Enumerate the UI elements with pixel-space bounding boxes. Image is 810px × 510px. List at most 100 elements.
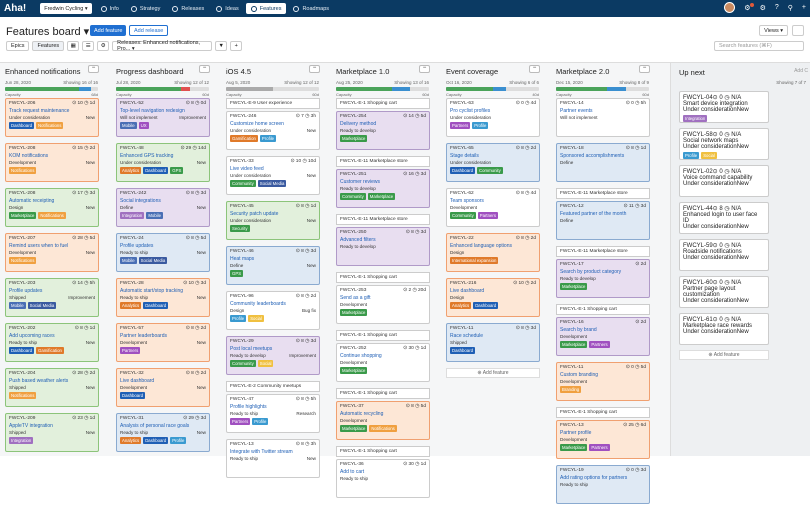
feature-card[interactable]: FWCYL-246 ⊙ 7 ◷ 3h Customize home screen Un… — [226, 111, 320, 150]
epic-group-header[interactable]: FWCYL-E-1 Shopping cart — [336, 272, 430, 283]
card-id[interactable]: FWCYL-29 — [230, 339, 254, 344]
add-feature-button[interactable]: Add feature — [90, 25, 127, 36]
feature-card[interactable]: FWCYL-208 ⊙ 15 ◷ 2d KOM notifications Devel… — [5, 143, 99, 182]
feature-card[interactable]: FWCYL-44⊙ 8 ◷ N/A Enhanced login to user … — [679, 202, 769, 234]
tag-badge[interactable]: Marketplace — [340, 425, 368, 432]
tag-badge[interactable]: Dashboard — [450, 167, 476, 174]
card-id[interactable]: FWCYL-59 — [683, 243, 713, 249]
tag-badge[interactable]: Marketplace — [367, 193, 396, 200]
card-name[interactable]: Delivery method — [340, 121, 377, 127]
tag-badge[interactable]: Profile — [230, 315, 247, 322]
card-id[interactable]: FWCYL-246 — [230, 114, 257, 119]
card-name[interactable]: Track request maintenance — [9, 108, 70, 114]
feature-card[interactable]: FWCYL-206 ⊙ 10 ◷ 1d Track request maintena… — [5, 98, 99, 137]
card-name[interactable]: Stage details — [450, 153, 479, 159]
card-name[interactable]: Live dashboard — [120, 378, 155, 384]
card-name[interactable]: Post local meetups — [230, 346, 273, 352]
card-name[interactable]: Sponsored accomplishments — [560, 153, 625, 159]
filter-icon[interactable]: ▼ — [215, 41, 228, 51]
tag-badge[interactable]: Analytics — [120, 437, 142, 444]
feature-card[interactable]: FWCYL-14 ⊙ 0 ◷ 5h Partner events Will not i… — [556, 98, 650, 137]
epic-group-header[interactable]: FWCYL-E-11 Marketplace store — [336, 214, 430, 225]
tag-badge[interactable]: Branding — [560, 386, 582, 393]
epic-group-header[interactable]: FWCYL-E-1 Shopping cart — [556, 304, 650, 315]
card-name[interactable]: Automatic receipting — [9, 198, 55, 204]
release-filter[interactable]: Releases: Enhanced notifications, Pro...… — [112, 40, 213, 52]
feature-card[interactable]: FWCYL-32 ⊙ 8 ◷ 2d Live dashboard Developmen… — [116, 368, 210, 407]
feature-card[interactable]: FWCYL-96 ⊙ 8 ◷ 2d Community leaderboards De… — [226, 291, 320, 330]
epic-group-header[interactable]: FWCYL-E-1 Shopping cart — [336, 388, 430, 399]
add-feature-button[interactable]: ⊕ Add feature — [446, 368, 540, 378]
feature-card[interactable]: FWCYL-242 ⊙ 8 ◷ 3d Social integrations Defi… — [116, 188, 210, 227]
column-title[interactable]: Enhanced notifications — [5, 67, 81, 76]
card-id[interactable]: FWCYL-47 — [230, 397, 254, 402]
feature-card[interactable]: FWCYL-33 ⊙ 10 ◷ 10d Live video feed Under c… — [226, 156, 320, 195]
card-id[interactable]: FWCYL-202 — [9, 326, 36, 331]
tag-badge[interactable]: Social Media — [27, 302, 57, 309]
feature-card[interactable]: FWCYL-13 ⊙ 8 ◷ 3h Integrate with Twitter s… — [226, 439, 320, 478]
tag-badge[interactable]: Partners — [450, 122, 471, 129]
card-name[interactable]: Search by product category — [560, 269, 622, 275]
card-name[interactable]: Voice command capability — [683, 175, 753, 181]
card-name[interactable]: Security patch update — [230, 211, 279, 217]
tag-badge[interactable]: Marketplace — [9, 212, 37, 219]
card-name[interactable]: Custom branding — [560, 372, 599, 378]
epic-group-header[interactable]: FWCYL-E-2 Community meetups — [226, 381, 320, 392]
card-id[interactable]: FWCYL-13 — [230, 442, 254, 447]
search-input[interactable]: Search features (⌘F) — [714, 41, 804, 51]
card-id[interactable]: FWCYL-204 — [9, 371, 36, 376]
feature-card[interactable]: FWCYL-250 ⊙ 8 ◷ 3d Advanced filters Ready t… — [336, 227, 430, 266]
card-name[interactable]: KOM notifications — [9, 153, 49, 159]
tag-badge[interactable]: Dashboard — [9, 347, 35, 354]
tag-badge[interactable]: Partners — [589, 444, 610, 451]
card-name[interactable]: Pro cyclist profiles — [450, 108, 491, 114]
tag-badge[interactable]: Profile — [472, 122, 489, 129]
tag-badge[interactable]: International expansion — [450, 257, 499, 264]
feature-card[interactable]: FWCYL-12 ⊙ 11 ◷ 3d Featured partner of the… — [556, 201, 650, 240]
tag-badge[interactable]: Marketplace — [560, 444, 588, 451]
feature-card[interactable]: FWCYL-48 ⊙ 29 ◷ 14d Enhanced GPS tracking U… — [116, 143, 210, 182]
card-id[interactable]: FWCYL-13 — [560, 423, 584, 428]
card-name[interactable]: Partner events — [560, 108, 593, 114]
card-id[interactable]: FWCYL-14 — [560, 101, 584, 106]
tag-badge[interactable]: Integration — [9, 437, 34, 444]
epic-group-header[interactable]: FWCYL-E-11 Marketplace store — [556, 246, 650, 257]
tag-badge[interactable]: Marketplace — [560, 341, 588, 348]
card-id[interactable]: FWCYL-11 — [450, 326, 474, 331]
tag-badge[interactable]: Community — [450, 212, 476, 219]
feature-card[interactable]: FWCYL-61⊙ 0 ◷ N/A Marketplace race reward… — [679, 313, 769, 345]
collapse-button[interactable]: − — [199, 65, 210, 73]
tag-badge[interactable]: UX — [138, 122, 149, 129]
column-title[interactable]: Event coverage — [446, 67, 499, 76]
card-name[interactable]: Live dashboard — [450, 288, 485, 294]
card-name[interactable]: Search by brand — [560, 327, 597, 333]
tag-badge[interactable]: Social Media — [138, 257, 168, 264]
settings-icon[interactable]: ⚙ — [759, 4, 766, 12]
card-id[interactable]: FWCYL-253 — [340, 288, 367, 293]
card-name[interactable]: Continue shopping — [340, 353, 382, 359]
tag-badge[interactable]: Community — [230, 180, 256, 187]
card-id[interactable]: FWCYL-252 — [340, 346, 367, 351]
card-name[interactable]: Profile updates — [120, 243, 154, 249]
feature-card[interactable]: FWCYL-04⊙ 0 ◷ N/A Smart device integratio… — [679, 91, 769, 123]
tag-badge[interactable]: Dashboard — [143, 167, 169, 174]
tag-badge[interactable]: GPS — [170, 167, 184, 174]
nav-item-features[interactable]: Features — [245, 3, 287, 14]
tag-badge[interactable]: Notifications — [9, 257, 37, 264]
feature-card[interactable]: FWCYL-208 ⊙ 17 ◷ 3d Automatic receipting De… — [5, 188, 99, 227]
feature-card[interactable]: FWCYL-37 ⊙ 8 ◷ 5d Automatic recycling Devel… — [336, 401, 430, 440]
feature-card[interactable]: FWCYL-60⊙ 0 ◷ N/A Partner page layout cus… — [679, 276, 769, 308]
grid-view-icon[interactable]: ▦ — [67, 41, 80, 51]
tag-badge[interactable]: Notifications — [36, 122, 64, 129]
card-id[interactable]: FWCYL-96 — [230, 294, 254, 299]
card-name[interactable]: Roadside notifications — [683, 249, 742, 255]
tag-badge[interactable]: Partners — [589, 341, 610, 348]
column-title[interactable]: Progress dashboard — [116, 67, 184, 76]
tag-badge[interactable]: Marketplace — [340, 367, 368, 374]
workspace-selector[interactable]: Fredwin Cycling ▾ — [40, 3, 92, 14]
nav-item-roadmaps[interactable]: Roadmaps — [288, 3, 334, 14]
card-name[interactable]: Customize home screen — [230, 121, 284, 127]
column-title[interactable]: Marketplace 1.0 — [336, 67, 390, 76]
tag-badge[interactable]: Analytics — [120, 167, 142, 174]
epic-group-header[interactable]: FWCYL-E-11 Marketplace store — [336, 156, 430, 167]
